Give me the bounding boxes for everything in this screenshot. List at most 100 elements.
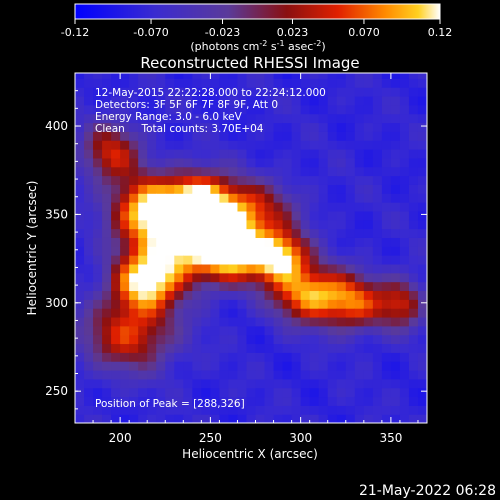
heatmap-cell <box>228 73 239 79</box>
heatmap-cell <box>156 175 166 185</box>
heatmap-cell <box>282 95 293 106</box>
heatmap-cell <box>327 149 338 159</box>
heatmap-cell <box>129 219 139 230</box>
heatmap-cell <box>291 87 302 97</box>
heatmap-cell <box>399 352 410 362</box>
heatmap-cell <box>309 352 320 362</box>
heatmap-cell <box>255 246 266 256</box>
heatmap-cell <box>363 193 374 203</box>
heatmap-cell <box>273 369 284 380</box>
heatmap-cell <box>408 95 419 106</box>
heatmap-cell <box>372 352 383 362</box>
heatmap-cell <box>390 290 401 300</box>
heatmap-cell <box>84 228 94 238</box>
heatmap-cell <box>282 272 293 283</box>
heatmap-cell <box>264 308 275 318</box>
plot-frame <box>74 72 428 424</box>
heatmap-cell <box>120 73 130 79</box>
heatmap-cell <box>192 255 202 265</box>
heatmap-cell <box>291 369 302 380</box>
heatmap-cell <box>102 166 112 177</box>
heatmap-cell <box>147 361 157 371</box>
heatmap-cell <box>417 352 427 362</box>
heatmap-cell <box>381 343 392 353</box>
heatmap-cell <box>354 131 365 141</box>
heatmap-cell <box>282 113 293 124</box>
heatmap-cell <box>102 140 112 150</box>
heatmap-cell <box>390 255 401 265</box>
heatmap-cell <box>309 87 320 97</box>
heatmap-cell <box>372 140 383 150</box>
heatmap-cell <box>246 157 257 168</box>
heatmap-cell <box>228 378 239 389</box>
heatmap-cell <box>192 175 202 185</box>
heatmap-cell <box>282 325 293 336</box>
heatmap-cell <box>399 157 410 168</box>
heatmap-cell <box>237 281 248 292</box>
heatmap-cell <box>111 369 121 380</box>
heatmap-cell <box>201 140 211 150</box>
heatmap-cell <box>210 246 221 256</box>
heatmap-cell <box>237 78 248 88</box>
heatmap-cell <box>327 378 338 389</box>
heatmap-cell <box>201 343 211 353</box>
heatmap-cell <box>381 166 392 177</box>
heatmap-cell <box>246 272 257 283</box>
x-tick-label: 200 <box>109 431 132 445</box>
heatmap-cell <box>399 228 410 238</box>
heatmap-cell <box>390 131 401 141</box>
heatmap-cell <box>147 184 157 194</box>
heatmap-cell <box>309 131 320 141</box>
heatmap-cell <box>201 113 211 124</box>
heatmap-cell <box>84 290 94 300</box>
heatmap-cell <box>300 202 311 212</box>
heatmap-cell <box>255 343 266 353</box>
heatmap-cell <box>390 78 401 88</box>
heatmap-cell <box>399 237 410 247</box>
heatmap-cell <box>120 210 130 221</box>
heatmap-cell <box>219 219 230 230</box>
heatmap-cell <box>399 149 410 159</box>
heatmap-cell <box>84 405 94 415</box>
heatmap-cell <box>192 343 202 353</box>
heatmap-cell <box>255 210 266 221</box>
heatmap-cell <box>183 352 193 362</box>
heatmap-cell <box>264 228 275 238</box>
heatmap-cell <box>390 272 401 283</box>
heatmap-cell <box>273 184 284 194</box>
heatmap-cell <box>246 325 257 336</box>
heatmap-cell <box>336 263 347 274</box>
heatmap-cell <box>174 140 184 150</box>
heatmap-cell <box>192 140 202 150</box>
heatmap-cell <box>390 210 401 221</box>
heatmap-cell <box>327 166 338 177</box>
heatmap-cell <box>183 255 193 265</box>
heatmap-cell <box>138 149 148 159</box>
heatmap-cell <box>237 202 248 212</box>
heatmap-cell <box>156 140 166 150</box>
heatmap-cell <box>183 140 193 150</box>
heatmap-cell <box>264 414 275 423</box>
heatmap-cell <box>210 361 221 371</box>
heatmap-cell <box>201 157 211 168</box>
heatmap-cell <box>219 378 230 389</box>
heatmap-cell <box>408 228 419 238</box>
heatmap-cell <box>129 149 139 159</box>
heatmap-cell <box>138 369 148 380</box>
heatmap-cell <box>219 343 230 353</box>
heatmap-cell <box>156 290 166 300</box>
heatmap-cell <box>156 237 166 247</box>
heatmap-cell <box>201 202 211 212</box>
heatmap-cell <box>147 405 157 415</box>
heatmap-cell <box>255 113 266 124</box>
heatmap-cell <box>156 255 166 265</box>
heatmap-cell <box>183 175 193 185</box>
heatmap-cell <box>129 78 139 88</box>
heatmap-cell <box>390 361 401 371</box>
heatmap-cell <box>354 387 365 398</box>
heatmap-cell <box>228 325 239 336</box>
heatmap-cell <box>399 396 410 406</box>
heatmap-cell <box>336 193 347 203</box>
heatmap-cell <box>291 387 302 398</box>
heatmap-cell <box>102 78 112 88</box>
